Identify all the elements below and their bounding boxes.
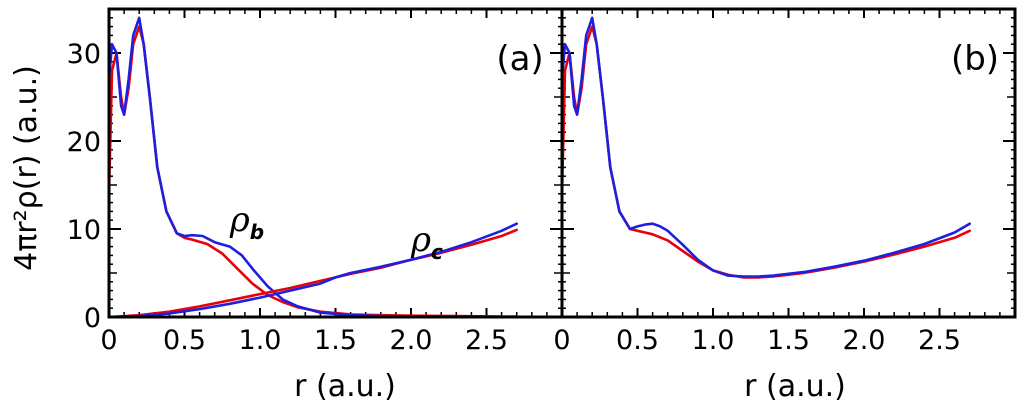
panel-b-x-tick-label-5: 2.5: [918, 325, 961, 356]
panel-a-series-1-blue-line: [107, 16, 518, 319]
panel-a-x-tick-label-0: 0: [100, 325, 117, 356]
panel-a-plot: 0 0.5 1.0 1.5 2.0 2.5 0 10 20 30 ρb ρc: [67, 8, 562, 356]
panel-b-frame: [560, 7, 1017, 319]
y-tick-label-3: 30: [67, 39, 101, 70]
panel-a-series-3-blue-line: [107, 222, 518, 319]
panel-a-label: (a): [496, 39, 543, 79]
panel-a-annotation-0: ρb: [229, 200, 264, 244]
panel-b-x-tick-label-0: 0: [553, 325, 570, 356]
panel-b-x-tick-label-3: 1.5: [767, 325, 810, 356]
panel-a-x-tick-label-3: 1.5: [314, 325, 357, 356]
panel-a-annotation-1-subscript: c: [431, 240, 443, 264]
panel-b-series-0-red-line: [560, 25, 971, 279]
panel-b: 0 0.5 1.0 1.5 2.0 2.5 (b) r (a.u.): [553, 7, 1017, 404]
y-tick-label-0: 0: [84, 303, 101, 334]
panel-a-series-2-red-line: [107, 228, 518, 319]
panel-a-x-tick-label-4: 2.0: [390, 325, 433, 356]
panel-b-x-tick-label-2: 1.0: [692, 325, 735, 356]
panel-a-series-0-red-line: [107, 25, 518, 318]
y-tick-label-1: 10: [67, 215, 101, 246]
panel-b-x-tick-label-1: 0.5: [616, 325, 659, 356]
panel-a-x-tick-label-1: 0.5: [163, 325, 206, 356]
panel-a-x-axis-title: r (a.u.): [294, 369, 396, 404]
panel-a-frame: [107, 7, 564, 319]
panel-b-label: (b): [951, 39, 999, 79]
panel-b-series-1-blue-line: [560, 16, 971, 278]
panel-b-x-tick-label-4: 2.0: [843, 325, 886, 356]
panel-b-plot: 0 0.5 1.0 1.5 2.0 2.5: [553, 8, 1015, 356]
panel-a: 0 0.5 1.0 1.5 2.0 2.5 0 10 20 30 ρb ρc (a) r (a.u.): [67, 7, 564, 404]
panel-a-x-tick-label-5: 2.5: [465, 325, 508, 356]
panel-a-annotation-0-subscript: b: [250, 220, 264, 244]
panel-a-annotation-1: ρc: [410, 220, 443, 264]
panel-a-x-tick-label-2: 1.0: [239, 325, 282, 356]
y-axis-title: 4πr²ρ(r) (a.u.): [9, 65, 44, 271]
y-tick-label-2: 20: [67, 127, 101, 158]
panel-b-x-axis-title: r (a.u.): [744, 369, 846, 404]
